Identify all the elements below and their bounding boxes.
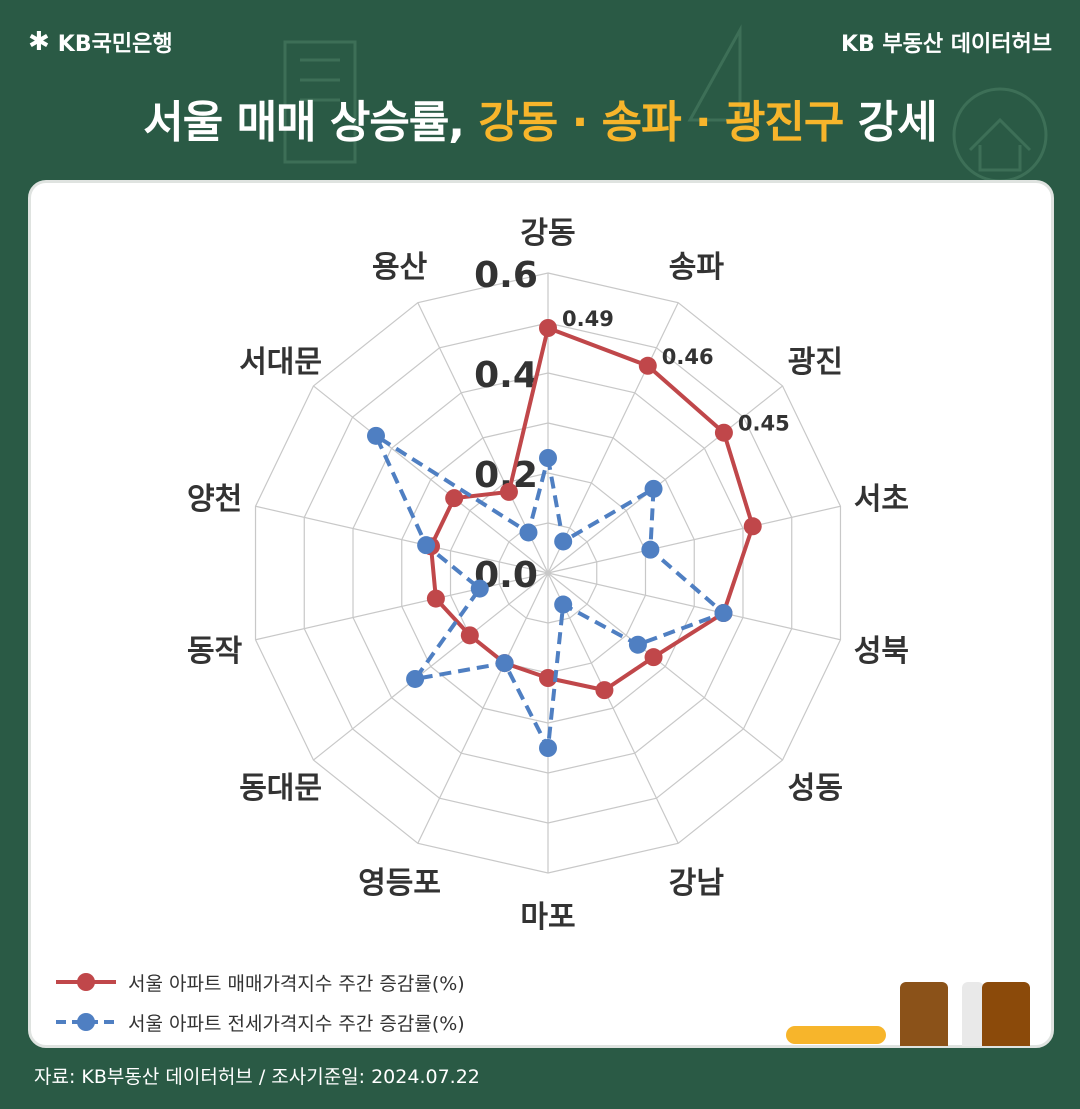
data-point	[644, 648, 663, 667]
legend-sale-label: 서울 아파트 매매가격지수 주간 증감률(%)	[128, 972, 465, 995]
decorative-bar	[786, 1026, 886, 1044]
legend-jeonse-marker	[56, 1013, 116, 1031]
r-tick-label: 0.6	[474, 255, 538, 296]
grid-spoke	[255, 572, 549, 641]
grid-spoke	[547, 572, 679, 844]
data-point	[470, 579, 489, 598]
category-label: 서초	[854, 482, 909, 517]
category-label: 성북	[854, 634, 909, 669]
grid-spoke	[255, 505, 549, 574]
data-point	[460, 626, 479, 645]
decorative-book	[982, 982, 1030, 1046]
data-point	[641, 540, 660, 559]
data-point	[519, 523, 538, 542]
category-label: 서대문	[239, 345, 322, 380]
page-title: 서울 매매 상승률, 강동 · 송파 · 광진구 강세	[0, 86, 1080, 150]
legend-item-sale: 서울 아파트 매매가격지수 주간 증감률(%)	[56, 962, 465, 1002]
data-point	[417, 536, 436, 555]
decorative-book	[962, 982, 984, 1046]
legend-sale-marker	[56, 973, 116, 991]
grid-spoke	[547, 572, 783, 761]
data-label: 0.49	[562, 307, 614, 331]
title-highlight: 강동 · 송파 · 광진구	[478, 97, 844, 148]
data-point	[554, 595, 573, 614]
grid-spoke	[313, 385, 549, 574]
data-point	[495, 654, 514, 673]
chart-legend: 서울 아파트 매매가격지수 주간 증감률(%) 서울 아파트 전세가격지수 주간…	[56, 962, 465, 1042]
data-point	[743, 517, 762, 536]
grid-spoke	[547, 505, 841, 574]
data-point	[595, 681, 614, 700]
category-label: 마포	[520, 900, 575, 935]
data-point	[554, 532, 573, 551]
data-hub-label: KB 부동산 데이터허브	[840, 32, 1052, 57]
background-decoration	[283, 24, 1048, 180]
source-footnote: 자료: KB부동산 데이터허브 / 조사기준일: 2024.07.22	[34, 1066, 480, 1088]
data-point	[426, 589, 445, 608]
legend-item-jeonse: 서울 아파트 전세가격지수 주간 증감률(%)	[56, 1002, 465, 1042]
data-point	[644, 479, 663, 498]
r-tick-label: 0.4	[474, 355, 538, 396]
legend-jeonse-label: 서울 아파트 전세가격지수 주간 증감률(%)	[128, 1012, 465, 1035]
data-point	[445, 489, 464, 508]
category-label: 양천	[187, 482, 242, 517]
data-point	[628, 635, 647, 654]
series-line	[373, 433, 726, 750]
data-point	[539, 449, 557, 467]
data-point	[638, 356, 657, 375]
data-point	[406, 669, 425, 688]
grid-spoke	[547, 385, 783, 574]
data-point	[366, 426, 385, 445]
grid-spoke	[547, 302, 679, 574]
category-label: 동작	[187, 634, 243, 669]
data-label: 0.45	[738, 412, 790, 436]
grid-spoke	[547, 572, 841, 641]
category-label: 광진	[788, 345, 843, 380]
category-label: 강남	[669, 866, 725, 901]
kb-bank-logo: ✱ KB국민은행	[28, 26, 173, 58]
title-part1: 서울 매매 상승률,	[143, 97, 479, 148]
data-point	[539, 669, 557, 687]
category-label: 강동	[520, 216, 575, 251]
data-point	[714, 423, 733, 442]
data-point	[539, 319, 557, 337]
data-label: 0.46	[662, 345, 714, 369]
grid-spoke	[313, 572, 549, 761]
data-point	[499, 482, 518, 501]
category-label: 성동	[788, 771, 843, 806]
grid-spoke	[417, 572, 549, 844]
data-point	[539, 739, 557, 757]
decorative-book	[900, 982, 948, 1046]
category-label: 송파	[669, 250, 725, 285]
category-label: 용산	[372, 250, 428, 285]
title-part2: 강세	[843, 97, 938, 148]
kb-star-icon: ✱	[28, 27, 50, 57]
logo-text: KB국민은행	[57, 32, 173, 57]
category-label: 영등포	[358, 866, 441, 901]
data-point	[714, 604, 733, 623]
category-label: 동대문	[239, 771, 322, 806]
